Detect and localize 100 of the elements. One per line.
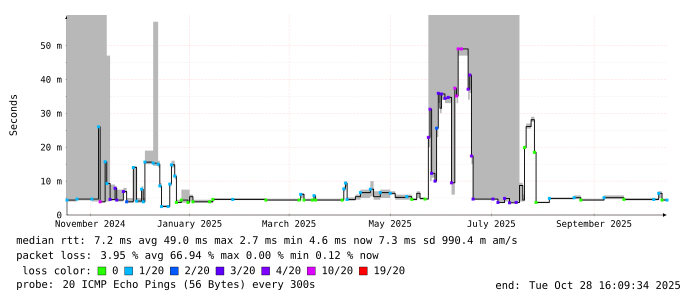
- point: [657, 192, 660, 195]
- point: [122, 190, 125, 194]
- point: [514, 200, 518, 204]
- point: [358, 191, 362, 194]
- point: [140, 188, 144, 191]
- point: [108, 198, 112, 201]
- point: [470, 154, 473, 158]
- point: [312, 194, 316, 198]
- point: [460, 47, 463, 50]
- point: [453, 86, 456, 90]
- point: [115, 198, 118, 202]
- point: [298, 198, 301, 202]
- point: [368, 188, 372, 191]
- point: [346, 198, 349, 201]
- point: [174, 200, 178, 204]
- point: [132, 166, 135, 170]
- point: [90, 198, 94, 201]
- x-tick-label: May 2025: [368, 220, 412, 229]
- y-tick-label: 40 m: [40, 76, 62, 83]
- point: [143, 160, 146, 164]
- x-tick-label: September 2025: [556, 220, 632, 229]
- legend-label: 10/20: [322, 266, 352, 276]
- legend-title: loss color:: [23, 266, 90, 274]
- point: [652, 198, 656, 201]
- point: [156, 162, 160, 166]
- point: [388, 192, 392, 195]
- point: [170, 163, 173, 166]
- y-tick-label: 0: [57, 212, 62, 218]
- point: [468, 74, 472, 77]
- point: [342, 187, 346, 190]
- point: [135, 200, 138, 203]
- text: end: Tue Oct 28 16:09:34 2025: [496, 280, 680, 290]
- point: [450, 181, 454, 184]
- y-tick-label: 10 m: [41, 178, 62, 185]
- y-tick-label: 50 m: [40, 42, 62, 49]
- point: [302, 198, 306, 202]
- point: [466, 88, 470, 91]
- point: [426, 136, 430, 139]
- point: [168, 182, 172, 186]
- point: [231, 198, 234, 201]
- legend-label: 2/20: [185, 266, 210, 276]
- point: [456, 47, 460, 50]
- legend-label: 1/20: [140, 266, 164, 276]
- point: [503, 196, 506, 200]
- point: [314, 198, 318, 202]
- point: [496, 200, 500, 204]
- point: [424, 198, 427, 201]
- point: [96, 125, 100, 128]
- point: [491, 198, 494, 201]
- point: [114, 186, 117, 190]
- point: [622, 198, 626, 201]
- point: [532, 150, 536, 154]
- point: [191, 200, 194, 204]
- y-tick-label: 30 m: [40, 110, 62, 117]
- x-tick-label: November 2024: [56, 220, 125, 227]
- point: [208, 200, 212, 204]
- x-tick-label: March 2025: [262, 220, 316, 227]
- point: [428, 108, 432, 111]
- legend-label: 3/20: [230, 266, 255, 276]
- point: [75, 198, 78, 201]
- point: [160, 205, 163, 208]
- point: [211, 198, 214, 201]
- point: [340, 198, 344, 202]
- point: [299, 192, 302, 196]
- text: packet loss: 3.95 % avg 66.94 % max 0.00 % min 0.12 % now: [17, 250, 379, 262]
- point: [310, 198, 314, 202]
- legend-label: 19/20: [374, 266, 404, 276]
- point: [443, 96, 446, 100]
- point: [344, 182, 347, 185]
- y-axis-title: Seconds: [9, 94, 17, 136]
- point: [98, 200, 102, 204]
- x-tick-label: July 2025: [467, 220, 515, 229]
- point: [602, 196, 606, 200]
- point: [173, 174, 176, 178]
- point: [152, 162, 155, 165]
- point: [125, 200, 128, 204]
- y-tick-label: 20 m: [40, 144, 62, 151]
- point: [180, 198, 183, 202]
- point: [660, 198, 664, 202]
- legend-label: 4/20: [276, 266, 300, 276]
- point: [455, 94, 458, 98]
- point: [572, 196, 576, 200]
- point: [435, 126, 438, 130]
- point: [104, 160, 107, 164]
- point: [522, 146, 526, 150]
- point: [142, 200, 145, 204]
- point: [440, 92, 444, 96]
- point: [66, 198, 68, 202]
- point: [264, 198, 268, 202]
- point: [548, 196, 551, 200]
- point: [430, 172, 434, 175]
- point: [166, 205, 170, 208]
- point: [508, 201, 512, 204]
- point: [105, 182, 108, 185]
- text: probe: 20 ICMP Echo Pings (56 Bytes) every 300s: [17, 280, 314, 290]
- point: [446, 96, 450, 99]
- text: median rtt: 7.2 ms avg 49.0 ms max 2.7 ms min 4.6 ms now 7.3 ms sd 990.4 m am/s: [16, 236, 517, 246]
- point: [579, 198, 582, 202]
- point: [410, 198, 414, 201]
- point: [472, 198, 475, 201]
